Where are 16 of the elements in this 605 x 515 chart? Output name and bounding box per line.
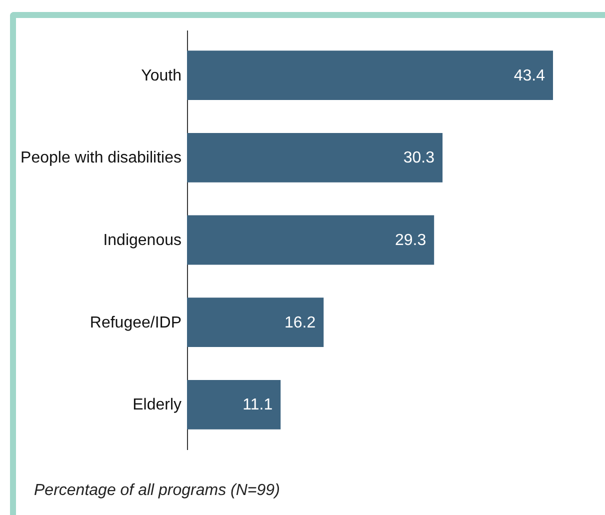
text: Percentage of all programs (N=99) xyxy=(34,482,280,500)
data-label: 29.3 xyxy=(394,232,426,249)
data-label: 30.3 xyxy=(403,150,435,167)
y-tick-label: Refugee/IDP xyxy=(90,314,182,332)
y-tick-label: People with disabilities xyxy=(20,150,182,167)
data-label: 43.4 xyxy=(514,67,546,84)
bar xyxy=(187,298,324,348)
bar xyxy=(187,50,553,100)
y-tick-label: Indigenous xyxy=(103,232,182,249)
bar xyxy=(187,380,281,430)
y-tick-label: Youth xyxy=(141,67,182,84)
data-label: 11.1 xyxy=(242,396,273,414)
bar xyxy=(187,132,443,182)
data-label: 16.2 xyxy=(284,314,316,332)
y-tick-label: Elderly xyxy=(132,396,182,414)
bar xyxy=(187,215,434,265)
